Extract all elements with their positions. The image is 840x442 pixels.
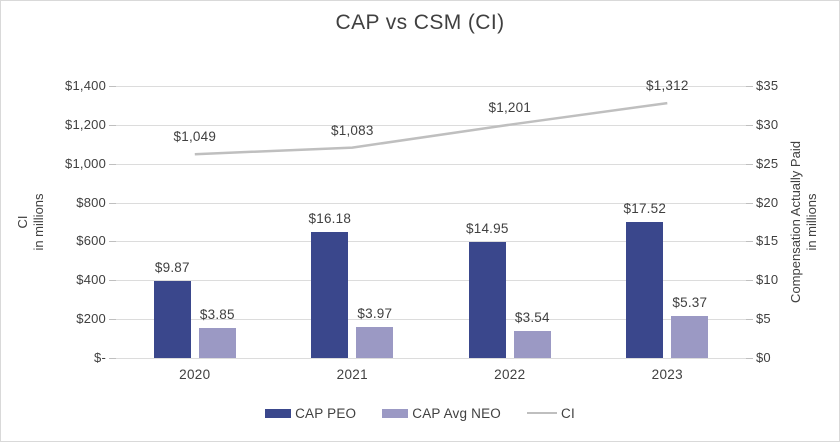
left-axis-tick-mark [109,280,116,281]
left-axis-tick-label: $200 [76,311,106,326]
chart-title: CAP vs CSM (CI) [335,11,505,34]
bar-cap-avg-neo-2023 [671,316,709,358]
left-axis-tick-label: $- [94,350,106,365]
legend-label: CAP Avg NEO [412,405,502,421]
bar-cap-peo-2021 [311,232,349,358]
left-axis-tick-mark [109,164,116,165]
right-axis-tick-label: $35 [756,78,779,93]
bar-value-label: $9.87 [154,260,190,276]
right-axis-tick-mark [746,358,753,359]
line-value-label: $1,201 [488,99,532,115]
legend-label: CAP PEO [295,405,357,421]
x-axis-labels: 2020 2021 2022 2023 [116,367,746,385]
left-axis-tick-labels: $1,400 $1,200 $1,000 $800 $600 $400 $200 $- [1,78,106,365]
right-axis-tick-mark [746,125,753,126]
left-axis-tick-label: $600 [76,233,106,248]
line-value-label: $1,049 [173,129,217,145]
plot-area: $9.87 $16.18 $14.95 $17.52 $3.85 $3.97 $3.54 $5… [109,78,753,359]
gridline [116,358,746,359]
left-axis-tick-mark [109,358,116,359]
right-axis-tick-label: $5 [756,311,771,326]
gridline [116,203,746,204]
left-axis-tick-mark [109,319,116,320]
right-axis-tick-label: $10 [756,272,779,287]
line-value-label: $1,312 [646,78,689,94]
left-axis-tick-label: $1,400 [65,78,106,93]
bar-value-label: $5.37 [672,295,708,311]
right-axis-tick-labels: $35 $30 $25 $20 $15 $10 $5 $0 [756,78,816,365]
gridline [116,86,746,87]
right-axis-tick-mark [746,86,753,87]
legend-bar-swatch [382,408,409,418]
left-axis-tick-mark [109,203,116,204]
bar-cap-peo-2022 [468,241,506,358]
bar-cap-avg-neo-2020 [198,328,236,358]
bar-cap-peo-2020 [153,281,191,358]
bar-cap-avg-neo-2021 [356,327,394,358]
legend-line-swatch [527,411,558,415]
left-axis-tick-label: $1,000 [65,156,106,171]
right-axis-tick-label: $15 [756,233,779,248]
right-axis-tick-mark [746,164,753,165]
right-axis-tick-label: $0 [756,350,771,365]
bar-value-label: $3.85 [199,307,235,323]
gridline [116,125,746,126]
right-axis-tick-mark [746,319,753,320]
legend-bar-swatch [265,408,292,418]
bar-value-label: $14.95 [466,220,509,236]
right-axis-tick-label: $25 [756,156,779,171]
left-axis-tick-label: $400 [76,272,106,287]
right-axis-tick-label: $30 [756,117,779,132]
x-axis-label-2022: 2022 [494,367,526,382]
right-axis-tick-mark [746,241,753,242]
x-axis-label-2021: 2021 [336,367,368,382]
gridline [116,280,746,281]
line-value-label: $1,083 [331,122,374,138]
bar-cap-avg-neo-2022 [513,330,551,358]
bar-value-label: $3.54 [514,309,550,325]
bar-cap-peo-2023 [626,221,664,358]
left-axis-tick-label: $800 [76,195,106,210]
bar-value-label: $3.97 [357,306,393,322]
right-axis-tick-mark [746,203,753,204]
left-axis-tick-label: $1,200 [65,117,106,132]
legend-item-ci: CI [527,406,575,421]
right-axis-tick-label: $20 [756,195,779,210]
legend-item-cap-avg-neo: CAP Avg NEO [382,406,501,421]
gridline [116,241,746,242]
bar-value-label: $17.52 [623,200,667,216]
gridline [116,164,746,165]
right-axis-tick-mark [746,280,753,281]
legend-item-cap-peo: CAP PEO [265,406,356,421]
gridline [116,319,746,320]
left-axis-tick-mark [109,86,116,87]
bar-value-label: $16.18 [308,211,352,227]
legend-label: CI [561,405,575,421]
left-axis-tick-mark [109,125,116,126]
x-axis-label-2023: 2023 [651,367,683,382]
x-axis-label-2020: 2020 [179,367,211,382]
ci-line [194,101,668,156]
left-axis-tick-mark [109,241,116,242]
legend: CAP PEO CAP Avg NEO CI [1,402,839,424]
